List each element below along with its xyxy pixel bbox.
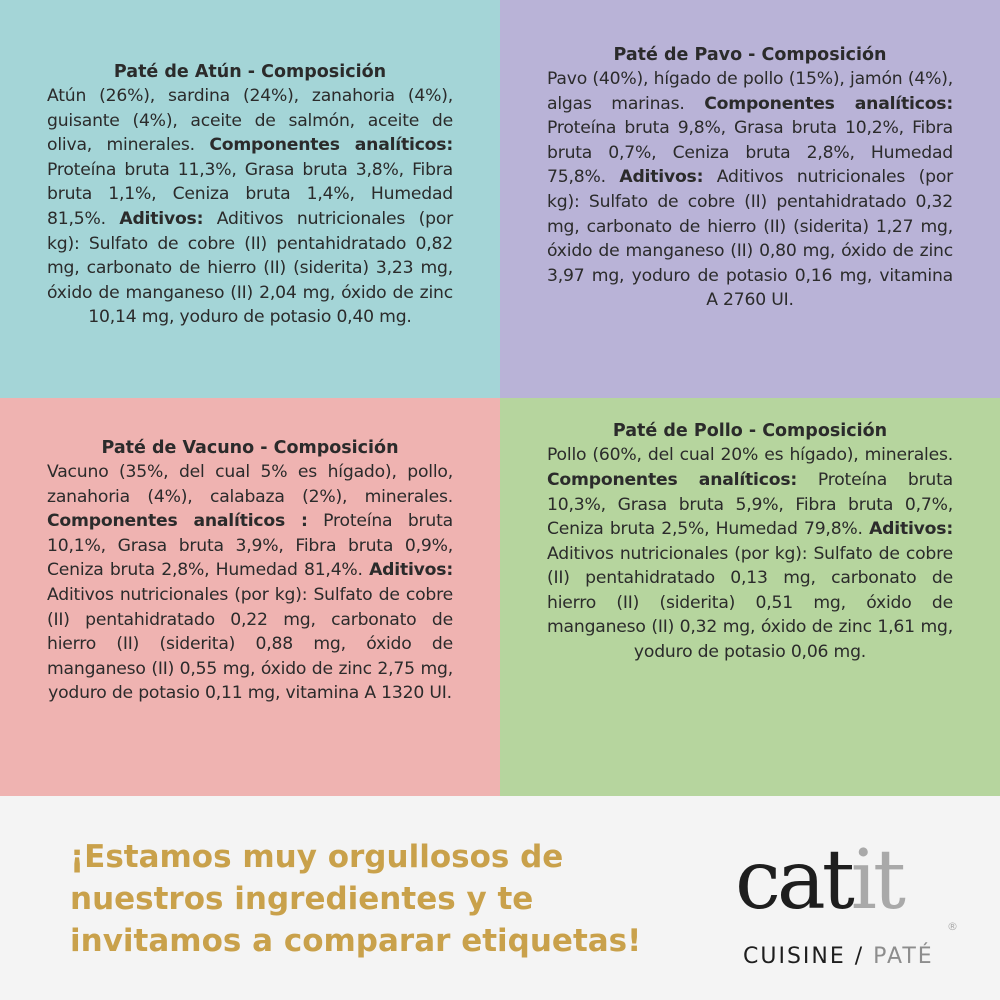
section-label: Componentes analíticos: — [704, 93, 954, 114]
composition-grid: Paté de Atún - Composición Atún (26%), s… — [0, 0, 1000, 796]
composition-text: Proteína bruta 10,1%, Grasa bruta 3,9%, … — [47, 511, 453, 581]
composition-text: Proteína bruta 10,3%, Grasa bruta 5,9%, … — [547, 469, 953, 540]
composition-text: Aditivos nutricionales (por kg): Sulfato… — [47, 209, 453, 328]
composition-text: Aditivos nutricionales (por kg): Sulfato… — [547, 167, 953, 311]
composition-text: Atún (26%), sardina (24%), zanahoria (4%… — [47, 86, 453, 156]
logo-brand-dark: cat — [735, 833, 855, 928]
section-label: Aditivos: — [619, 167, 704, 188]
panel-atun: Paté de Atún - Composición Atún (26%), s… — [0, 0, 500, 398]
composition-text: Proteína bruta 11,3%, Grasa bruta 3,8%, … — [47, 159, 453, 229]
tagline: ¡Estamos muy orgullosos de nuestros ingr… — [70, 836, 641, 962]
logo-sub-light: PATÉ — [873, 944, 934, 969]
logo-wordmark: catit — [735, 840, 965, 922]
panel-title: Paté de Atún - Composición — [113, 62, 387, 83]
panel-body: Pollo (60%, del cual 20% es hígado), min… — [547, 443, 953, 664]
panel-pavo: Paté de Pavo - Composición Pavo (40%), h… — [500, 0, 1000, 398]
panel-vacuno: Paté de Vacuno - Composición Vacuno (35%… — [0, 398, 500, 796]
composition-text: Aditivos nutricionales (por kg): Sulfato… — [47, 585, 453, 704]
logo-sub-dark: CUISINE / — [743, 944, 865, 969]
section-label: Componentes analíticos: — [209, 135, 453, 156]
composition-text: Vacuno (35%, del cual 5% es hígado), pol… — [47, 462, 453, 507]
panel-title: Paté de Pollo - Composición — [612, 421, 888, 442]
composition-text: Proteína bruta 9,8%, Grasa bruta 10,2%, … — [547, 118, 953, 188]
panel-body: Pavo (40%), hígado de pollo (15%), jamón… — [547, 67, 953, 313]
catit-logo: catit ® CUISINE / PATÉ — [735, 840, 965, 975]
panel-pollo: Paté de Pollo - Composición Pollo (60%, … — [500, 398, 1000, 796]
section-label: Aditivos: — [869, 519, 953, 540]
section-label: Aditivos: — [119, 209, 204, 229]
panel-title: Paté de Pavo - Composición — [613, 45, 887, 66]
section-label: Componentes analíticos : — [47, 511, 308, 532]
panel-body: Atún (26%), sardina (24%), zanahoria (4%… — [47, 84, 453, 330]
composition-text: Pavo (40%), hígado de pollo (15%), jamón… — [547, 69, 953, 114]
logo-subtitle: CUISINE / PATÉ — [743, 944, 934, 969]
composition-text: Pollo (60%, del cual 20% es hígado), min… — [547, 445, 953, 466]
panel-title: Paté de Vacuno - Composición — [101, 438, 399, 459]
composition-text: Aditivos nutricionales (por kg): Sulfato… — [547, 543, 953, 663]
section-label: Componentes analíticos: — [547, 469, 798, 490]
section-label: Aditivos: — [369, 560, 453, 581]
logo-brand-light: it — [850, 833, 906, 928]
registered-mark: ® — [947, 920, 958, 933]
tagline-line: invitamos a comparar etiquetas! — [70, 923, 642, 959]
panel-body: Vacuno (35%, del cual 5% es hígado), pol… — [47, 460, 453, 706]
tagline-line: ¡Estamos muy orgullosos de — [70, 839, 564, 875]
tagline-line: nuestros ingredientes y te — [70, 881, 534, 917]
